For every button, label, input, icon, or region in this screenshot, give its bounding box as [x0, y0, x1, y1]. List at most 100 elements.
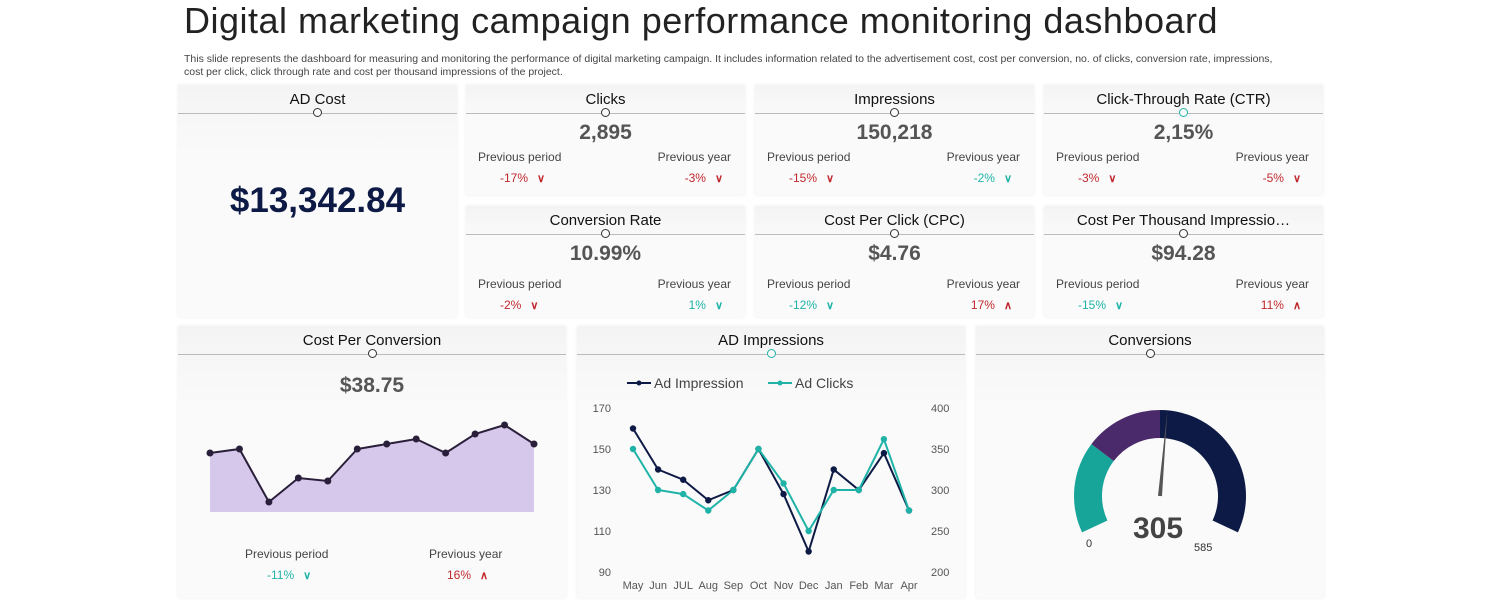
previous-year-label: Previous year [1235, 150, 1309, 164]
previous-year-label: Previous year [657, 150, 731, 164]
chevron-up-icon: ∧ [480, 570, 489, 582]
data-point [265, 498, 273, 506]
chevron-down-icon: ∨ [1115, 300, 1124, 312]
data-point [629, 425, 637, 432]
legend-marker [777, 380, 783, 386]
chevron-down-icon: ∨ [826, 173, 835, 185]
previous-period-label: Previous period [767, 277, 851, 291]
gauge-max-label: 585 [1194, 542, 1213, 554]
previous-period-change: -15% ∨ [789, 171, 835, 185]
data-point [530, 440, 538, 448]
x-axis-tick: Aug [698, 580, 718, 592]
card-title: Click-Through Rate (CTR) [1096, 91, 1271, 108]
divider [178, 349, 566, 364]
previous-year-change: 17% ∧ [970, 298, 1012, 312]
page-title: Digital marketing campaign performance m… [184, 0, 1219, 41]
divider [976, 349, 1324, 364]
previous-period-label: Previous period [245, 547, 329, 561]
card-title: Cost Per Conversion [302, 332, 442, 349]
previous-period-change: -15% ∨ [1078, 298, 1124, 312]
previous-year-label: Previous year [657, 277, 731, 291]
previous-period-label: Previous period [767, 150, 851, 164]
gauge-min-label: 0 [1086, 538, 1093, 550]
data-point [679, 476, 687, 483]
previous-year-change: -2% ∨ [973, 171, 1012, 185]
data-point [206, 449, 214, 457]
data-point [830, 466, 837, 473]
gauge-segment [1160, 410, 1246, 533]
conversions-gauge [1074, 410, 1246, 533]
left-axis-tick: 110 [593, 526, 611, 538]
data-point [805, 527, 812, 535]
previous-period-change: -3% ∨ [1078, 171, 1117, 185]
cost-per-conversion-chart [206, 421, 538, 512]
chevron-down-icon: ∨ [303, 570, 312, 582]
data-point [412, 435, 420, 443]
ad-cost-value: $13,342.84 [229, 181, 406, 220]
data-point [780, 480, 787, 487]
divider [178, 108, 457, 123]
data-point [629, 445, 637, 453]
legend-label: Ad Impression [654, 375, 743, 391]
previous-period-change: -17% ∨ [500, 171, 546, 185]
divider [466, 229, 745, 244]
previous-year-change: -5% ∨ [1262, 171, 1301, 185]
previous-year-change: 16% ∧ [447, 568, 489, 582]
chevron-down-icon: ∨ [537, 173, 546, 185]
x-axis-tick: Jan [825, 580, 843, 592]
divider [466, 108, 745, 123]
data-point [855, 486, 863, 494]
previous-year-change: -3% ∨ [684, 171, 723, 185]
data-point [235, 445, 243, 453]
data-point [654, 486, 662, 494]
card-title: Clicks [585, 91, 626, 108]
divider [577, 349, 965, 364]
ad-impressions-chart: 170 150 130 110 90 400 350 300 250 200 May Jun JUL Au… [593, 375, 950, 592]
previous-year-label: Previous year [946, 277, 1020, 291]
x-axis-tick: Dec [799, 580, 819, 592]
legend-label: Ad Clicks [795, 375, 853, 391]
right-axis-tick: 250 [931, 526, 949, 538]
card-title: Impressions [854, 91, 935, 108]
chevron-down-icon: ∨ [826, 300, 835, 312]
right-axis-tick: 300 [931, 485, 949, 497]
previous-period-label: Previous period [1056, 277, 1140, 291]
series-line [632, 427, 910, 555]
left-axis-tick: 150 [593, 444, 611, 456]
kpi-value: 2,15% [1153, 121, 1214, 144]
previous-period-change: -12% ∨ [789, 298, 835, 312]
x-axis-tick: Feb [849, 580, 868, 592]
x-axis-tick: Mar [874, 580, 893, 592]
series-line [632, 436, 910, 534]
left-axis-tick: 90 [599, 567, 611, 579]
chevron-down-icon: ∨ [714, 300, 723, 312]
kpi-card: Cost Per Click (CPC) $4.76 Previous peri… [755, 206, 1034, 317]
kpi-card: Clicks 2,895 Previous period -17% ∨ Previ… [466, 85, 745, 195]
x-axis-tick: Jun [649, 580, 667, 592]
data-point [705, 497, 712, 504]
x-axis-tick: JUL [673, 580, 693, 592]
previous-year-change: 11% ∧ [1260, 298, 1301, 312]
chevron-up-icon: ∧ [1003, 300, 1012, 312]
data-point [830, 486, 837, 494]
card-title: AD Impressions [718, 332, 824, 349]
divider [1044, 229, 1323, 244]
area-fill [210, 425, 534, 512]
left-axis-tick: 130 [593, 485, 611, 497]
kpi-value: $94.28 [1151, 242, 1216, 265]
gauge-needle [1158, 410, 1168, 497]
previous-year-label: Previous year [946, 150, 1020, 164]
data-point [880, 435, 888, 443]
x-axis-tick: Apr [900, 580, 917, 592]
data-point [501, 421, 509, 429]
kpi-value: 10.99% [569, 242, 642, 265]
conversions-value: 305 [1132, 512, 1184, 545]
chevron-down-icon: ∨ [1003, 173, 1012, 185]
card-title: Cost Per Click (CPC) [824, 212, 965, 229]
x-axis-tick: May [623, 580, 644, 592]
kpi-value: 2,895 [579, 121, 632, 144]
data-point [679, 490, 687, 498]
right-axis-tick: 200 [931, 567, 949, 579]
data-point [755, 445, 762, 453]
x-axis-tick: Nov [774, 580, 794, 592]
